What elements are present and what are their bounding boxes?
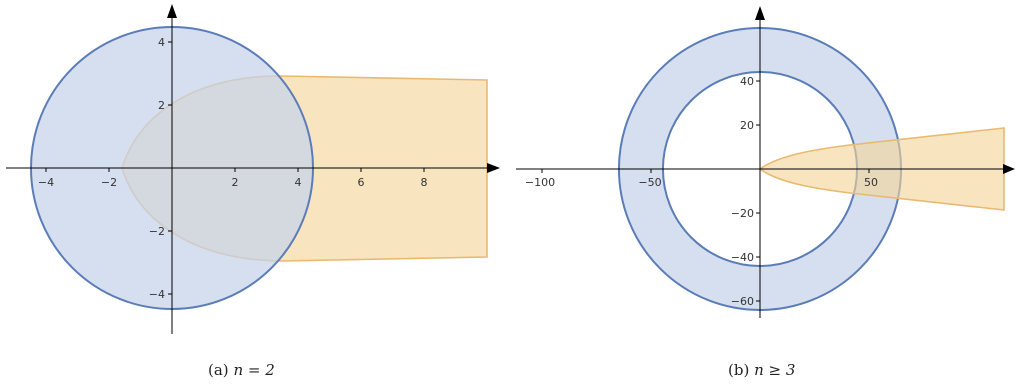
y-tick-label: 20: [740, 119, 754, 132]
x-tick-label: 2: [232, 176, 239, 189]
y-axis-arrow: [755, 6, 765, 20]
x-tick-label: −2: [101, 176, 117, 189]
x-tick-label: 6: [358, 176, 365, 189]
y-ticks: [756, 80, 760, 302]
y-tick-labels: −60 −40 −20 20 40: [731, 75, 754, 308]
x-axis-arrow: [1003, 164, 1015, 174]
caption-b: (b) n ≥ 3: [728, 361, 795, 379]
x-tick-label: −100: [525, 176, 555, 189]
y-ticks: [168, 41, 172, 295]
x-tick-label: −50: [638, 176, 661, 189]
y-axis-arrow: [167, 4, 177, 18]
x-tick-label: 50: [864, 176, 878, 189]
y-tick-labels: −4 −2 2 4: [149, 36, 165, 301]
caption-a: (a) n = 2: [208, 361, 275, 379]
x-tick-label: 8: [421, 176, 428, 189]
y-tick-label: −2: [149, 225, 165, 238]
x-ticks: [541, 169, 870, 173]
x-axis-arrow: [487, 163, 500, 173]
x-tick-labels: −4 −2 2 4 6 8: [38, 176, 428, 189]
plot-a: −4 −2 2 4 6 8 −4 −2 2 4: [6, 4, 500, 334]
plot-b: −100 −50 50 −60 −40 −20 20 40: [516, 6, 1015, 318]
caption-a-prefix: (a): [208, 361, 229, 379]
caption-a-math: n = 2: [233, 361, 275, 379]
x-tick-labels: −100 −50 50: [525, 176, 878, 189]
y-tick-label: −4: [149, 288, 165, 301]
x-ticks: [45, 168, 425, 172]
panel-a: −4 −2 2 4 6 8 −4 −2 2 4 (a) n = 2: [0, 0, 500, 387]
y-tick-label: −40: [731, 251, 754, 264]
y-tick-label: −60: [731, 295, 754, 308]
y-tick-label: 4: [158, 36, 165, 49]
x-tick-label: 4: [295, 176, 302, 189]
y-tick-label: −20: [731, 207, 754, 220]
panel-b: −100 −50 50 −60 −40 −20 20 40 (b) n ≥ 3: [510, 0, 1018, 387]
caption-b-prefix: (b): [728, 361, 750, 379]
caption-b-math: n ≥ 3: [754, 361, 796, 379]
y-tick-label: 40: [740, 75, 754, 88]
x-tick-label: −4: [38, 176, 54, 189]
y-tick-label: 2: [158, 99, 165, 112]
